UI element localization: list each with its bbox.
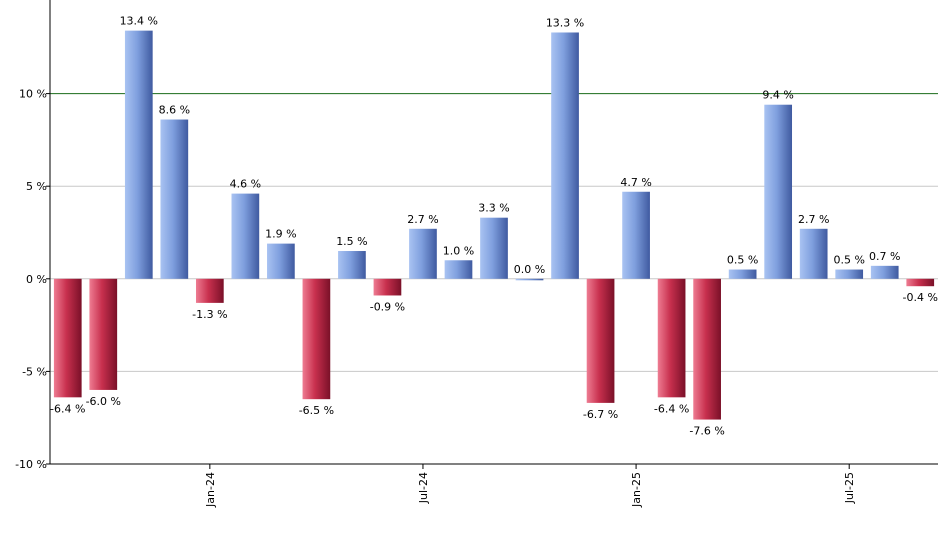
bar <box>515 278 544 281</box>
y-tick-label: 0 % <box>26 273 47 286</box>
data-label: -6.7 % <box>583 408 618 421</box>
data-label: 0.5 % <box>727 254 758 267</box>
bar <box>53 278 82 398</box>
data-label: 0.5 % <box>833 254 864 267</box>
bar <box>444 260 473 279</box>
bar <box>409 228 437 279</box>
bar <box>799 228 828 279</box>
bar <box>764 104 793 279</box>
data-label: 13.4 % <box>120 15 158 28</box>
x-tick-label: Jul-24 <box>417 472 430 504</box>
bar <box>551 32 579 279</box>
data-label: 1.9 % <box>265 228 296 241</box>
y-tick-label: 10 % <box>19 88 47 101</box>
data-label: -6.0 % <box>86 395 121 408</box>
data-label: 0.7 % <box>869 250 900 263</box>
data-label: -6.4 % <box>50 402 85 415</box>
bar <box>338 251 366 279</box>
data-label: 13.3 % <box>546 16 584 29</box>
bar <box>586 278 615 403</box>
bar <box>160 119 189 279</box>
axes: 10 % 5 % 0 % -5 % -10 % Jan-24 Jul-24 Jan-25 Jul… <box>15 0 938 508</box>
bar <box>622 191 650 279</box>
data-label: 2.7 % <box>798 213 829 226</box>
bar <box>480 217 508 279</box>
data-labels: -6.4 %-6.0 %13.4 %8.6 %-1.3 %4.6 %1.9 %-… <box>50 15 938 438</box>
data-label: 1.0 % <box>443 244 474 257</box>
bar <box>835 269 864 279</box>
y-tick-label: -10 % <box>15 458 47 471</box>
x-tick-label: Jan-25 <box>630 472 643 508</box>
data-label: -6.5 % <box>299 404 334 417</box>
data-label: 4.6 % <box>230 178 261 191</box>
bar <box>728 269 757 279</box>
x-tick-label: Jul-25 <box>843 472 856 504</box>
y-tick-label: -5 % <box>22 365 47 378</box>
data-label: -0.9 % <box>370 300 405 313</box>
data-label: 0.0 % <box>514 263 545 276</box>
data-label: -0.4 % <box>903 291 938 304</box>
data-label: -7.6 % <box>689 425 724 438</box>
bar <box>657 278 686 398</box>
bar <box>373 278 402 296</box>
data-label: 1.5 % <box>336 235 367 248</box>
bar <box>89 278 118 390</box>
bar <box>906 278 935 287</box>
bar <box>870 265 899 279</box>
data-label: 2.7 % <box>407 213 438 226</box>
data-label: 4.7 % <box>620 176 651 189</box>
bar <box>231 193 260 279</box>
y-tick-label: 5 % <box>26 180 47 193</box>
x-tick-label: Jan-24 <box>204 472 217 508</box>
bars <box>53 30 935 420</box>
data-label: 3.3 % <box>478 202 509 215</box>
data-label: 9.4 % <box>762 89 793 102</box>
data-label: -1.3 % <box>192 308 227 321</box>
bar <box>195 278 224 303</box>
bar <box>124 30 153 279</box>
bar <box>302 278 331 400</box>
data-label: -6.4 % <box>654 402 689 415</box>
bar <box>267 243 295 279</box>
bar <box>693 278 721 420</box>
data-label: 8.6 % <box>159 104 190 117</box>
